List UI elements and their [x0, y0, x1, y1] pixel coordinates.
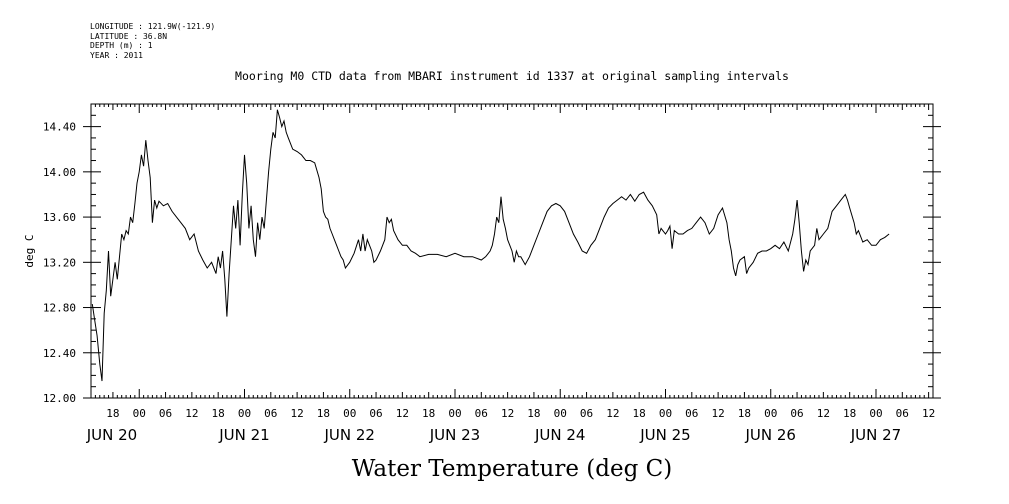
- y-tick-label: 12.80: [43, 302, 76, 315]
- x-hour-tick-label: 18: [106, 407, 119, 420]
- x-hour-tick-label: 12: [817, 407, 830, 420]
- y-tick-label: 12.00: [43, 392, 76, 405]
- x-hour-tick-label: 06: [369, 407, 382, 420]
- x-day-label: JUN 27: [850, 426, 901, 444]
- x-hour-tick-label: 18: [527, 407, 540, 420]
- x-hour-tick-label: 12: [290, 407, 303, 420]
- y-tick-label: 13.60: [43, 211, 76, 224]
- metadata-block: LONGITUDE : 121.9W(-121.9) LATITUDE : 36…: [90, 22, 215, 60]
- x-hour-tick-label: 18: [738, 407, 751, 420]
- x-hour-tick-label: 00: [238, 407, 251, 420]
- x-hour-tick-label: 00: [554, 407, 567, 420]
- x-hour-tick-label: 06: [685, 407, 698, 420]
- x-day-label: JUN 23: [429, 426, 480, 444]
- chart-title: Mooring M0 CTD data from MBARI instrumen…: [235, 69, 789, 83]
- y-axis-label: deg C: [23, 234, 36, 267]
- x-hour-tick-label: 00: [659, 407, 672, 420]
- x-hour-tick-label: 00: [764, 407, 777, 420]
- x-hour-tick-label: 12: [922, 407, 935, 420]
- x-hour-tick-label: 06: [896, 407, 909, 420]
- x-hour-tick-label: 12: [185, 407, 198, 420]
- year-label: YEAR : 2011: [90, 50, 143, 60]
- x-hour-tick-label: 18: [317, 407, 330, 420]
- x-hour-tick-label: 12: [396, 407, 409, 420]
- axis-labels: 18 00 06 12 18 00 06 12 18 00 06 12 18 00 06 12 18 00 06 12…: [43, 121, 935, 444]
- axis-ticks: [83, 103, 941, 399]
- y-tick-label: 13.20: [43, 256, 76, 269]
- x-day-label: JUN 26: [744, 426, 795, 444]
- x-axis-label: Water Temperature (deg C): [352, 456, 672, 482]
- x-hour-tick-label: 06: [790, 407, 803, 420]
- y-tick-label: 12.40: [43, 347, 76, 360]
- x-hour-tick-label: 06: [159, 407, 172, 420]
- temperature-line: [91, 109, 890, 382]
- x-hour-tick-label: 18: [633, 407, 646, 420]
- x-day-label: JUN 22: [323, 426, 374, 444]
- x-hour-tick-label: 00: [869, 407, 882, 420]
- y-tick-label: 14.00: [43, 166, 76, 179]
- x-day-label: JUN 20: [86, 426, 137, 444]
- longitude-label: LONGITUDE : 121.9W(-121.9): [90, 22, 216, 31]
- x-day-label: JUN 24: [534, 426, 585, 444]
- x-hour-tick-label: 00: [343, 407, 356, 420]
- x-hour-tick-label: 12: [711, 407, 724, 420]
- x-hour-tick-label: 00: [448, 407, 461, 420]
- x-hour-tick-label: 06: [580, 407, 593, 420]
- depth-label: DEPTH (m) : 1: [90, 41, 153, 50]
- latitude-label: LATITUDE : 36.8N: [90, 31, 168, 41]
- x-hour-tick-label: 00: [133, 407, 146, 420]
- x-hour-tick-label: 06: [475, 407, 488, 420]
- x-hour-tick-label: 18: [422, 407, 435, 420]
- x-hour-tick-label: 18: [212, 407, 225, 420]
- x-hour-tick-label: 18: [843, 407, 856, 420]
- x-hour-tick-label: 12: [501, 407, 514, 420]
- x-day-label: JUN 21: [218, 426, 269, 444]
- y-tick-label: 14.40: [43, 121, 76, 134]
- x-day-label: JUN 25: [639, 426, 690, 444]
- x-hour-tick-label: 12: [606, 407, 619, 420]
- x-hour-tick-label: 06: [264, 407, 277, 420]
